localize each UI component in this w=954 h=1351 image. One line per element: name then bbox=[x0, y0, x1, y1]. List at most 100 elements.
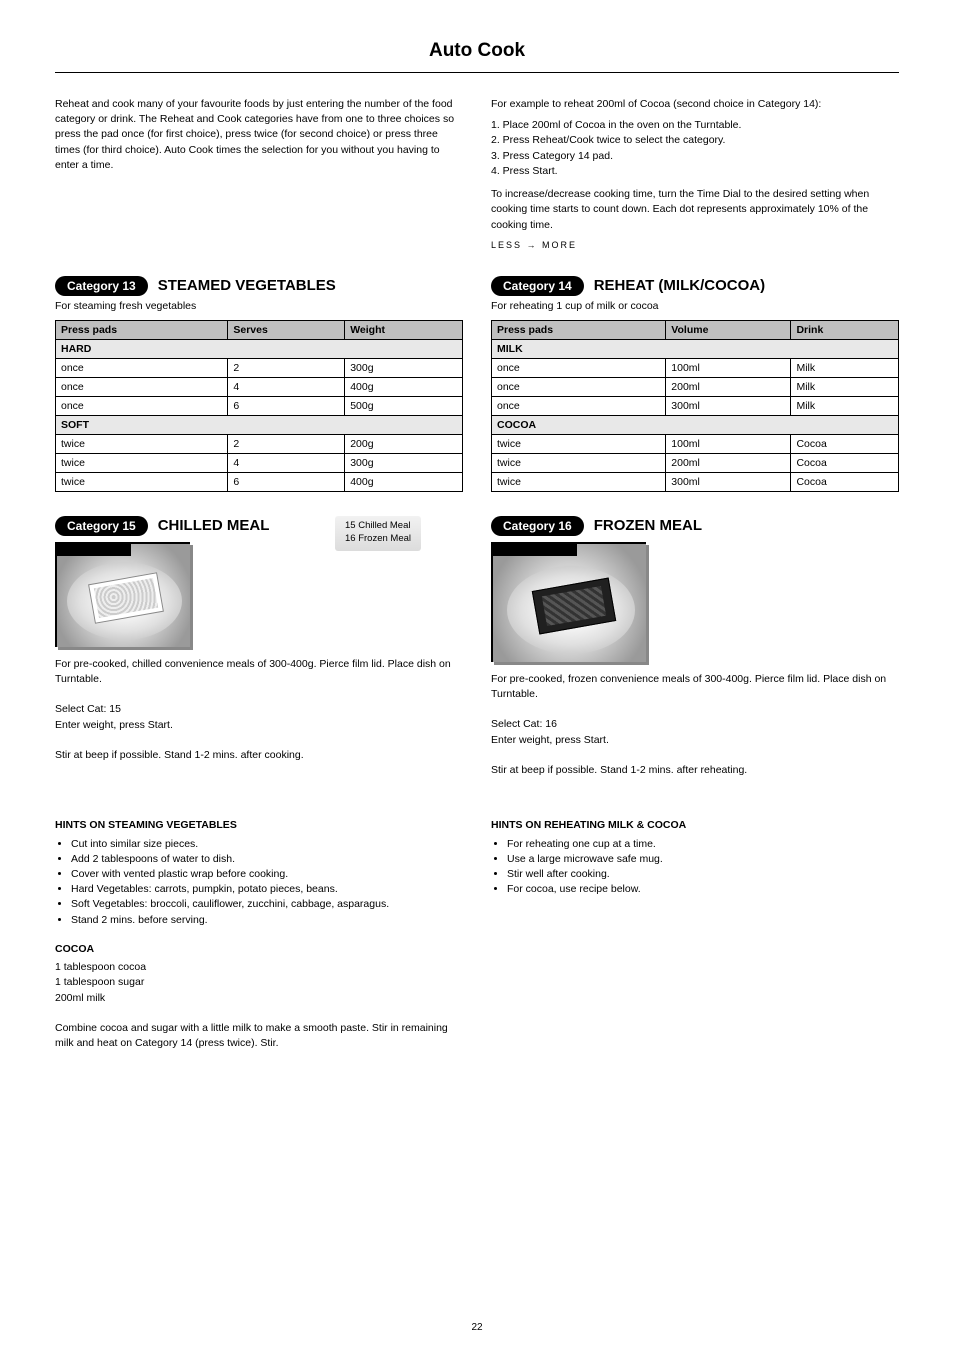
display-label-box: 15 Chilled Meal 16 Frozen Meal bbox=[335, 516, 421, 552]
table-cell: 200ml bbox=[666, 377, 791, 396]
intro-col2-a: For example to reheat 200ml of Cocoa (se… bbox=[491, 97, 899, 112]
table-cell: 300ml bbox=[666, 396, 791, 415]
cat15-title: CHILLED MEAL bbox=[158, 517, 270, 534]
cat13-h0: Press pads bbox=[56, 320, 228, 339]
table-cell: 200ml bbox=[666, 453, 791, 472]
table-cell: 500g bbox=[345, 396, 463, 415]
table-row: once200mlMilk bbox=[492, 377, 899, 396]
cat14-h1: Volume bbox=[666, 320, 791, 339]
table-cell: 6 bbox=[228, 472, 345, 491]
table-row: once4400g bbox=[56, 377, 463, 396]
table-cell: 100ml bbox=[666, 434, 791, 453]
hints-title: HINTS ON STEAMING VEGETABLES bbox=[55, 818, 463, 833]
table-cell: once bbox=[492, 358, 666, 377]
chilled-meal-text: For pre-cooked, chilled convenience meal… bbox=[55, 657, 463, 764]
table-cell: Milk bbox=[791, 358, 899, 377]
table-cell: once bbox=[56, 377, 228, 396]
table-cell: twice bbox=[56, 434, 228, 453]
intro-col-1: Reheat and cook many of your favourite f… bbox=[55, 97, 463, 252]
page-number: 22 bbox=[0, 1322, 954, 1333]
cocoa-title: COCOA bbox=[55, 942, 463, 957]
table-cell: once bbox=[56, 358, 228, 377]
table-section-label: MILK bbox=[492, 339, 899, 358]
list-item: Add 2 tablespoons of water to dish. bbox=[71, 852, 463, 867]
hints-col-left: HINTS ON STEAMING VEGETABLES Cut into si… bbox=[55, 818, 463, 1051]
chilled-meal-block: Category 15 CHILLED MEAL 15 Chilled Meal… bbox=[55, 516, 463, 779]
cat16-title: FROZEN MEAL bbox=[594, 517, 702, 534]
title-rule bbox=[55, 72, 899, 73]
list-item: For reheating one cup at a time. bbox=[507, 837, 899, 852]
table-cell: 4 bbox=[228, 377, 345, 396]
table-cell: twice bbox=[56, 453, 228, 472]
meal-row: Category 15 CHILLED MEAL 15 Chilled Meal… bbox=[55, 516, 899, 779]
table-cell: 400g bbox=[345, 377, 463, 396]
milk-hints-list: For reheating one cup at a time.Use a la… bbox=[491, 837, 899, 898]
table-cell: 2 bbox=[228, 434, 345, 453]
table-cell: Milk bbox=[791, 396, 899, 415]
list-item: For cocoa, use recipe below. bbox=[507, 882, 899, 897]
intro-columns: Reheat and cook many of your favourite f… bbox=[55, 97, 899, 252]
table-cell: 300g bbox=[345, 358, 463, 377]
cat16-pill: Category 16 bbox=[491, 516, 584, 536]
table-cell: twice bbox=[492, 472, 666, 491]
cocoa-body: 1 tablespoon cocoa 1 tablespoon sugar 20… bbox=[55, 960, 463, 1051]
table-cell: once bbox=[56, 396, 228, 415]
cat13-h1: Serves bbox=[228, 320, 345, 339]
table-row: twice6400g bbox=[56, 472, 463, 491]
table-cell: Cocoa bbox=[791, 472, 899, 491]
category-14: Category 14 REHEAT (MILK/COCOA) For rehe… bbox=[491, 276, 899, 492]
cat14-sub: For reheating 1 cup of milk or cocoa bbox=[491, 300, 899, 312]
list-item: Cover with vented plastic wrap before co… bbox=[71, 867, 463, 882]
hints-list: Cut into similar size pieces.Add 2 table… bbox=[55, 837, 463, 928]
list-item: Cut into similar size pieces. bbox=[71, 837, 463, 852]
table-cell: 4 bbox=[228, 453, 345, 472]
list-item: Soft Vegetables: broccoli, cauliflower, … bbox=[71, 897, 463, 912]
table-row: once100mlMilk bbox=[492, 358, 899, 377]
table-section-label: HARD bbox=[56, 339, 463, 358]
hints-col-right: HINTS ON REHEATING MILK & COCOA For rehe… bbox=[491, 818, 899, 1051]
table-cell: 300g bbox=[345, 453, 463, 472]
table-cell: once bbox=[492, 396, 666, 415]
list-item: Stand 2 mins. before serving. bbox=[71, 913, 463, 928]
intro-col2-b: To increase/decrease cooking time, turn … bbox=[491, 187, 899, 233]
table-cell: 200g bbox=[345, 434, 463, 453]
table-section-label: SOFT bbox=[56, 415, 463, 434]
table-row: once2300g bbox=[56, 358, 463, 377]
table-cell: Milk bbox=[791, 377, 899, 396]
table-cell: 100ml bbox=[666, 358, 791, 377]
cat15-pill: Category 15 bbox=[55, 516, 148, 536]
table-row: twice4300g bbox=[56, 453, 463, 472]
table-cell: twice bbox=[492, 453, 666, 472]
frozen-meal-text: For pre-cooked, frozen convenience meals… bbox=[491, 672, 899, 779]
table-cell: twice bbox=[492, 434, 666, 453]
page-title: Auto Cook bbox=[55, 40, 899, 62]
category-row-1: Category 13 STEAMED VEGETABLES For steam… bbox=[55, 276, 899, 492]
cat13-sub: For steaming fresh vegetables bbox=[55, 300, 463, 312]
milk-hints-title: HINTS ON REHEATING MILK & COCOA bbox=[491, 818, 899, 833]
display-line-1: 15 Chilled Meal bbox=[345, 520, 411, 533]
table-row: twice2200g bbox=[56, 434, 463, 453]
table-cell: 6 bbox=[228, 396, 345, 415]
cat14-h0: Press pads bbox=[492, 320, 666, 339]
intro-steps: 1. Place 200ml of Cocoa in the oven on t… bbox=[491, 118, 899, 179]
table-row: once300mlMilk bbox=[492, 396, 899, 415]
table-cell: Cocoa bbox=[791, 453, 899, 472]
display-line-2: 16 Frozen Meal bbox=[345, 533, 411, 546]
table-row: twice300mlCocoa bbox=[492, 472, 899, 491]
list-item: Hard Vegetables: carrots, pumpkin, potat… bbox=[71, 882, 463, 897]
cat14-pill: Category 14 bbox=[491, 276, 584, 296]
table-cell: 400g bbox=[345, 472, 463, 491]
cat14-title: REHEAT (MILK/COCOA) bbox=[594, 277, 765, 294]
table-cell: twice bbox=[56, 472, 228, 491]
frozen-meal-photo bbox=[491, 542, 646, 662]
intro-col-2: For example to reheat 200ml of Cocoa (se… bbox=[491, 97, 899, 252]
list-item: Use a large microwave safe mug. bbox=[507, 852, 899, 867]
table-cell: 2 bbox=[228, 358, 345, 377]
cat13-h2: Weight bbox=[345, 320, 463, 339]
table-section-label: COCOA bbox=[492, 415, 899, 434]
table-row: once6500g bbox=[56, 396, 463, 415]
table-cell: once bbox=[492, 377, 666, 396]
table-cell: Cocoa bbox=[791, 434, 899, 453]
cat14-h2: Drink bbox=[791, 320, 899, 339]
hints-block: HINTS ON STEAMING VEGETABLES Cut into si… bbox=[55, 818, 899, 1051]
